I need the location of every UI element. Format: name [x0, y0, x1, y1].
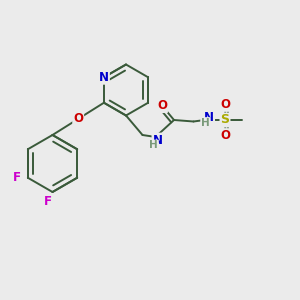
Text: H: H	[149, 140, 158, 151]
Text: F: F	[44, 195, 52, 208]
Text: N: N	[152, 134, 163, 147]
Text: O: O	[73, 112, 83, 125]
Text: N: N	[204, 111, 214, 124]
Text: O: O	[220, 129, 231, 142]
Text: F: F	[12, 171, 20, 184]
Text: N: N	[99, 71, 109, 84]
Text: S: S	[220, 113, 230, 127]
Text: H: H	[201, 118, 210, 128]
Text: O: O	[220, 98, 231, 111]
Text: O: O	[157, 99, 167, 112]
